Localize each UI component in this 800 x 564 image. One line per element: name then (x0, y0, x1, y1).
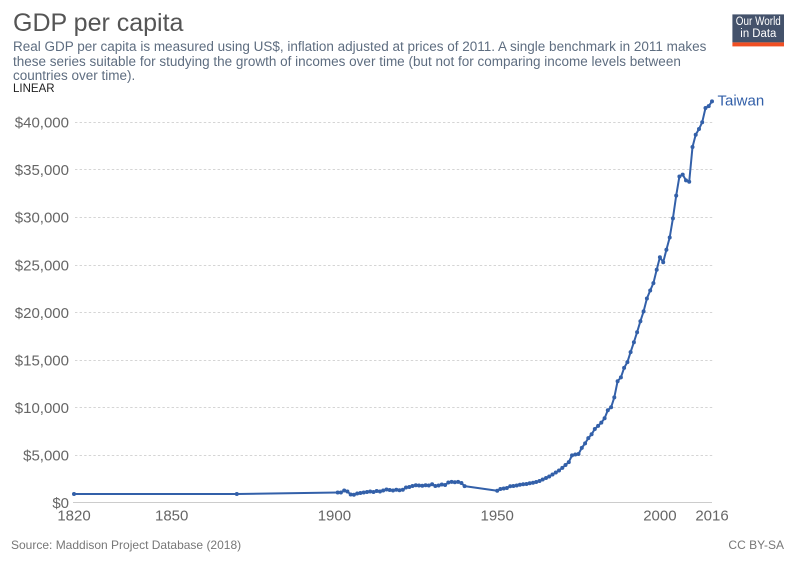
svg-text:1850: 1850 (155, 508, 188, 525)
svg-text:1950: 1950 (481, 508, 514, 525)
svg-text:$35,000: $35,000 (15, 162, 69, 179)
svg-text:Taiwan: Taiwan (718, 93, 765, 110)
svg-text:$20,000: $20,000 (15, 305, 69, 322)
svg-text:1900: 1900 (318, 508, 351, 525)
svg-text:in Data: in Data (740, 28, 777, 40)
svg-text:$15,000: $15,000 (15, 352, 69, 369)
svg-text:$40,000: $40,000 (15, 115, 69, 132)
svg-text:$0: $0 (52, 495, 69, 512)
svg-text:Our World: Our World (736, 16, 781, 28)
svg-text:$25,000: $25,000 (15, 257, 69, 274)
svg-text:2000: 2000 (643, 508, 676, 525)
svg-text:$30,000: $30,000 (15, 210, 69, 227)
svg-text:2016: 2016 (695, 508, 728, 525)
svg-text:1820: 1820 (57, 508, 90, 525)
svg-text:$10,000: $10,000 (15, 400, 69, 417)
svg-text:$5,000: $5,000 (23, 448, 69, 465)
